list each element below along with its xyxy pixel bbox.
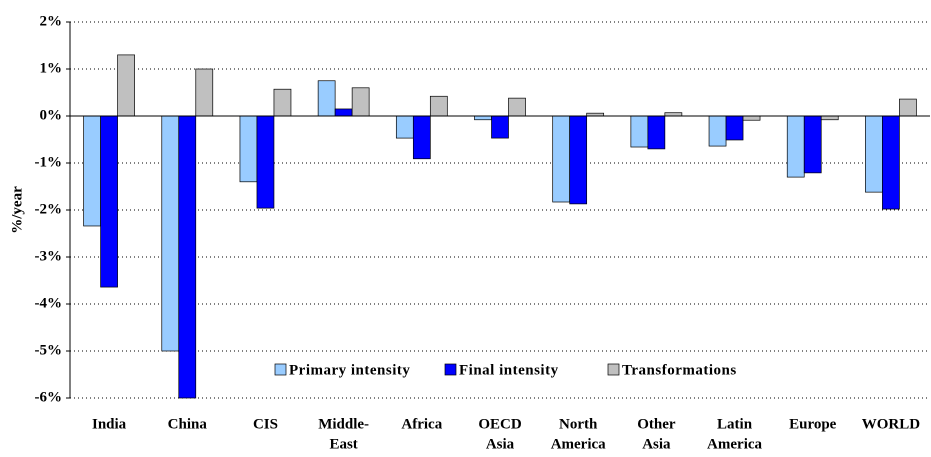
bar — [161, 115, 180, 352]
x-tick-label: Middle- — [318, 416, 369, 432]
x-tick-label: Africa — [401, 416, 442, 432]
x-tick-label: WORLD — [862, 416, 921, 432]
y-tick-label: -4% — [35, 295, 63, 311]
x-tick-label: India — [92, 416, 127, 432]
bar — [83, 115, 101, 227]
bar — [882, 115, 900, 210]
bar — [569, 115, 588, 205]
bar — [351, 87, 370, 117]
bar — [195, 68, 214, 117]
x-tick-label: America — [707, 436, 762, 452]
legend-swatch — [444, 363, 457, 376]
y-tick-label: -1% — [35, 154, 63, 170]
bar — [100, 115, 118, 288]
bar — [273, 88, 292, 117]
bar — [725, 115, 744, 141]
x-tick-label: North — [559, 416, 598, 432]
x-tick-label: East — [329, 436, 357, 452]
x-tick-label: China — [168, 416, 208, 432]
legend-label: Final intensity — [459, 362, 559, 378]
bar — [786, 115, 805, 178]
y-tick-label: -6% — [35, 389, 63, 405]
bar — [742, 115, 761, 121]
y-tick-label: 2% — [40, 13, 63, 29]
bar — [708, 115, 727, 147]
y-axis-label: %/year — [9, 186, 25, 234]
bar — [820, 115, 839, 121]
bar — [256, 115, 275, 209]
y-tick-label: 1% — [40, 60, 63, 76]
bar — [395, 115, 414, 139]
x-tick-label: Latin — [717, 416, 753, 432]
bar — [630, 115, 649, 148]
x-tick-label: Asia — [642, 436, 671, 452]
bar — [429, 95, 448, 117]
x-tick-label: OECD — [478, 416, 522, 432]
bar — [647, 115, 666, 150]
bar — [474, 115, 492, 121]
x-tick-label: America — [551, 436, 606, 452]
y-tick-label: -3% — [35, 248, 63, 264]
y-tick-label: -5% — [35, 342, 63, 358]
bar — [865, 115, 883, 193]
x-tick-label: Europe — [789, 416, 837, 432]
bar — [239, 115, 258, 183]
y-tick-label: 0% — [40, 107, 63, 123]
bar — [334, 108, 353, 117]
bar — [178, 115, 197, 399]
bar — [803, 115, 822, 174]
y-tick-label: -2% — [35, 201, 63, 217]
legend-swatch — [607, 363, 620, 376]
bar — [899, 98, 917, 117]
bar — [508, 97, 526, 117]
x-tick-label: Asia — [486, 436, 515, 452]
x-tick-label: CIS — [253, 416, 278, 432]
bar — [412, 115, 431, 160]
bar — [491, 115, 509, 139]
bar — [552, 115, 571, 203]
legend-label: Transformations — [622, 362, 737, 378]
legend-swatch — [274, 363, 287, 376]
legend-label: Primary intensity — [289, 362, 410, 378]
legend: Primary intensity Final intensity Transfor… — [274, 362, 737, 378]
bar — [117, 54, 135, 117]
bar — [317, 80, 336, 117]
x-tick-label: Other — [637, 416, 676, 432]
